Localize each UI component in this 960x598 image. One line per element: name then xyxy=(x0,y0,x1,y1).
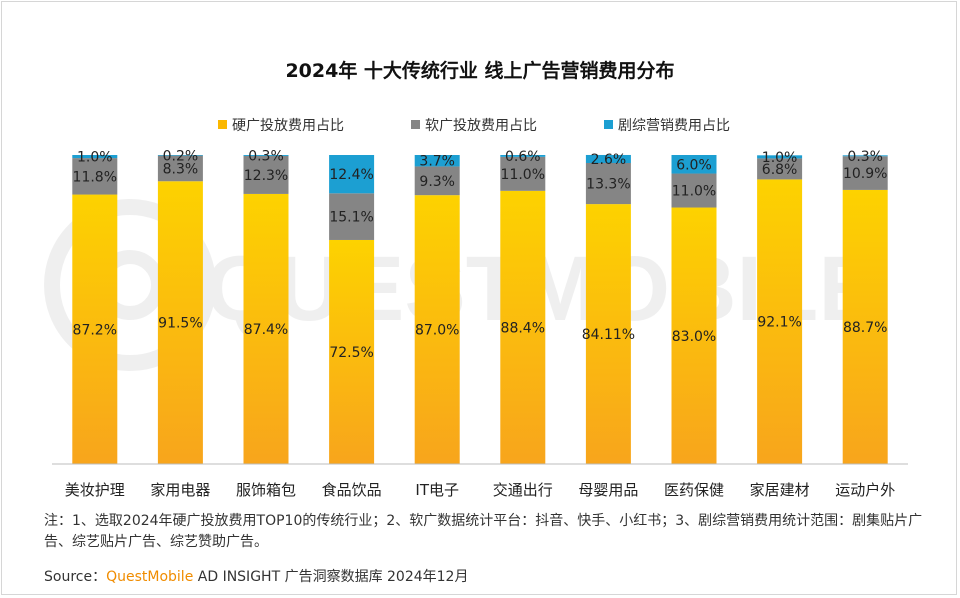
bar-hard-3 xyxy=(329,239,375,464)
x-tick-label-4: IT电子 xyxy=(415,481,459,499)
bar-hard-0 xyxy=(72,194,118,464)
data-label-soft-7: 11.0% xyxy=(672,184,716,200)
data-label-hard-1: 91.5% xyxy=(158,316,202,332)
bar-hard-2 xyxy=(243,193,289,464)
bar-group: 87.2% 11.8% 1.0% 91.5% 8.3%0.2% 87.4% 12.3% 0.3… xyxy=(72,148,888,465)
bar-drama-0 xyxy=(72,155,118,159)
data-label-hard-7: 83.0% xyxy=(672,329,716,345)
bar-drama-8 xyxy=(757,155,803,159)
legend-item-hard: 硬广投放费用占比 xyxy=(218,115,344,135)
bar-drama-3 xyxy=(329,155,375,194)
bar-hard-9 xyxy=(842,189,888,465)
x-tick-label-0: 美妆护理 xyxy=(65,481,125,499)
bar-drama-4 xyxy=(414,155,460,167)
data-label-drama-2: 0.3% xyxy=(248,148,284,164)
data-label-drama-5: 0.6% xyxy=(505,149,541,165)
bar-drama-7 xyxy=(671,155,717,174)
legend-item-soft: 软广投放费用占比 xyxy=(411,115,537,135)
bar-hard-4 xyxy=(414,195,460,465)
data-label-drama-8: 1.0% xyxy=(762,150,798,166)
data-label-drama-9: 0.3% xyxy=(847,149,883,165)
data-label-soft-0: 11.8% xyxy=(73,169,117,185)
bar-soft-0 xyxy=(72,158,118,195)
data-label-hard-0: 87.2% xyxy=(73,322,117,338)
data-label-soft-9: 10.9% xyxy=(843,166,887,182)
bar-drama-1 xyxy=(157,155,203,156)
bar-drama-5 xyxy=(500,155,546,157)
x-axis-labels: 美妆护理 家用电器 服饰箱包 食品饮品 IT电子 交通出行 母婴用品 医药保健 家居建材 运动户外 xyxy=(65,481,895,499)
data-label-hard-4: 87.0% xyxy=(415,323,459,339)
data-label-soft-4: 9.3% xyxy=(419,174,455,190)
x-tick-label-1: 家用电器 xyxy=(150,481,210,499)
bar-soft-1 xyxy=(157,155,203,182)
bar-soft-3 xyxy=(329,193,375,240)
bar-soft-8 xyxy=(757,158,803,180)
data-label-soft-3: 15.1% xyxy=(329,210,373,226)
legend-swatch-hard xyxy=(218,120,227,129)
bar-soft-6 xyxy=(585,163,631,205)
footnote: 注：1、选取2024年硬广投放费用TOP10的传统行业；2、软广数据统计平台：抖… xyxy=(44,513,923,550)
legend-label-hard: 硬广投放费用占比 xyxy=(232,118,344,134)
x-tick-label-9: 运动户外 xyxy=(835,481,895,499)
bar-soft-7 xyxy=(671,173,717,208)
data-label-drama-3: 12.4% xyxy=(329,167,373,183)
bar-soft-5 xyxy=(500,156,546,191)
data-label-soft-5: 11.0% xyxy=(501,167,545,183)
source-label: Source： xyxy=(44,569,107,585)
data-label-drama-6: 2.6% xyxy=(591,152,627,168)
bar-drama-9 xyxy=(842,155,888,157)
data-label-hard-6: 84.11% xyxy=(582,327,635,343)
data-label-hard-9: 88.7% xyxy=(843,320,887,336)
data-label-hard-3: 72.5% xyxy=(329,345,373,361)
bar-hard-8 xyxy=(757,179,803,464)
bar-hard-1 xyxy=(157,181,203,464)
source-line: Source：QuestMobile AD INSIGHT 广告洞察数据库 20… xyxy=(44,566,468,586)
data-label-hard-5: 88.4% xyxy=(501,320,545,336)
bar-hard-6 xyxy=(585,204,631,464)
data-label-soft-2: 12.3% xyxy=(244,168,288,184)
data-label-soft-1: 8.3% xyxy=(163,161,199,177)
x-tick-label-3: 食品饮品 xyxy=(322,481,382,499)
data-label-hard-2: 87.4% xyxy=(244,322,288,338)
bar-soft-4 xyxy=(414,166,460,196)
data-label-drama-7: 6.0% xyxy=(676,157,712,173)
bar-drama-6 xyxy=(585,154,631,164)
data-label-drama-4: 3.7% xyxy=(419,154,455,170)
data-label-hard-8: 92.1% xyxy=(757,315,801,331)
legend-label-soft: 软广投放费用占比 xyxy=(425,118,537,134)
source-brand: QuestMobile xyxy=(106,569,194,585)
x-tick-label-6: 母婴用品 xyxy=(578,481,638,499)
legend-swatch-drama xyxy=(604,120,613,129)
bar-hard-7 xyxy=(671,207,717,464)
bar-soft-9 xyxy=(842,156,888,190)
data-label-soft-8: 6.8% xyxy=(762,162,798,178)
legend-swatch-soft xyxy=(411,120,420,129)
x-tick-label-7: 医药保健 xyxy=(664,481,724,499)
chart-title: 2024年 十大传统行业 线上广告营销费用分布 xyxy=(285,60,675,82)
legend-label-drama: 剧综营销费用占比 xyxy=(618,118,730,134)
source-rest: AD INSIGHT 广告洞察数据库 2024年12月 xyxy=(193,569,469,585)
data-label-drama-1: 0.2% xyxy=(163,148,199,164)
data-label-soft-6: 13.3% xyxy=(586,177,630,193)
x-tick-label-2: 服饰箱包 xyxy=(236,481,296,499)
bar-soft-2 xyxy=(243,155,289,194)
x-tick-label-8: 家居建材 xyxy=(750,481,810,499)
bar-drama-2 xyxy=(243,155,289,156)
legend: 硬广投放费用占比 软广投放费用占比 剧综营销费用占比 xyxy=(0,115,960,137)
bar-hard-5 xyxy=(500,190,546,464)
data-label-drama-0: 1.0% xyxy=(77,150,113,166)
x-tick-label-5: 交通出行 xyxy=(493,481,553,499)
legend-item-drama: 剧综营销费用占比 xyxy=(604,115,730,135)
